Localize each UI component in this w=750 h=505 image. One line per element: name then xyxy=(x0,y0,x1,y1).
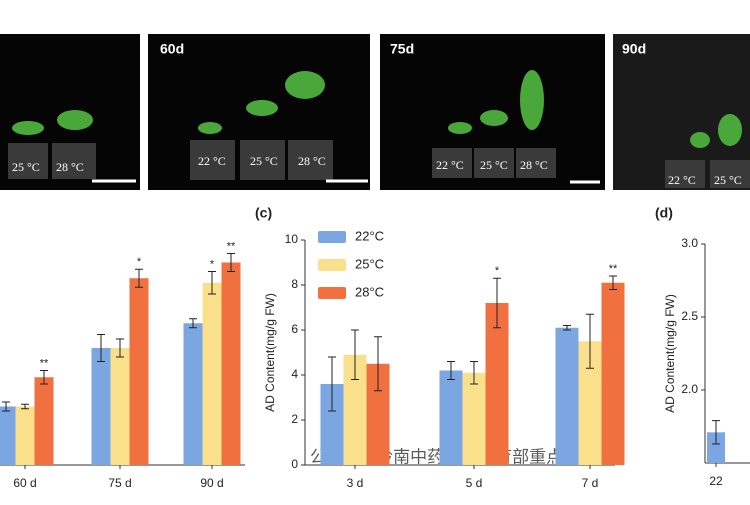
temp-label: 25 °C xyxy=(480,158,508,172)
bar xyxy=(320,384,344,465)
legend-label: 25°C xyxy=(355,256,384,271)
error-bar xyxy=(208,271,216,295)
x-tick-label: 5 d xyxy=(466,476,483,490)
error-bar xyxy=(563,325,571,331)
bar xyxy=(485,303,509,465)
x-tick-label: 3 d xyxy=(347,476,364,490)
error-bar xyxy=(447,361,455,380)
legend-swatch xyxy=(318,259,346,271)
error-bar xyxy=(493,277,501,329)
error-bar xyxy=(470,361,478,385)
x-tick-label: 60 d xyxy=(13,476,36,490)
significance: ** xyxy=(609,263,618,275)
bar xyxy=(202,282,222,465)
photo-row: 60d 75d 90d 25 °C 28 °C 22 °C 25 °C 28 °… xyxy=(0,34,750,190)
bar xyxy=(366,363,390,465)
pots xyxy=(8,140,750,188)
y-tick-label: 2.0 xyxy=(681,382,698,396)
y-tick-label: 6 xyxy=(291,322,298,336)
bar xyxy=(439,370,463,465)
panel-label: (d) xyxy=(655,205,673,221)
error-bar xyxy=(135,268,143,288)
y-axis-title: AD Content(mg/g FW) xyxy=(263,293,277,412)
bar xyxy=(221,262,241,465)
error-bar xyxy=(712,420,720,445)
significance: ** xyxy=(227,240,236,252)
temp-label: 28 °C xyxy=(520,158,548,172)
error-bar xyxy=(609,275,617,290)
temp-label: 22 °C xyxy=(436,158,464,172)
temp-label: 22 °C xyxy=(668,173,696,187)
error-bar xyxy=(586,313,594,369)
error-bar xyxy=(374,336,382,392)
error-bar xyxy=(21,403,29,410)
significance: * xyxy=(137,256,142,268)
photo-label: 90d xyxy=(622,41,646,57)
photo-label: 60d xyxy=(160,41,184,57)
error-bar xyxy=(351,329,359,380)
legend-label: 22°C xyxy=(355,228,384,243)
temp-label: 22 °C xyxy=(198,154,226,168)
x-tick-label: 75 d xyxy=(108,476,131,490)
significance: * xyxy=(210,258,215,270)
y-axis-title: AD Content(mg/g FW) xyxy=(663,294,677,413)
bar xyxy=(601,282,625,465)
temp-label: 25 °C xyxy=(714,173,742,187)
bar xyxy=(707,432,725,463)
bar xyxy=(578,341,602,465)
y-tick-label: 4 xyxy=(291,367,298,381)
legend-swatch xyxy=(318,287,346,299)
error-bar xyxy=(189,318,197,329)
error-bar xyxy=(97,334,105,362)
y-tick-label: 2 xyxy=(291,412,298,426)
y-tick-label: 3.0 xyxy=(681,236,698,250)
x-tick-label: 90 d xyxy=(200,476,223,490)
bar xyxy=(129,278,149,465)
bar xyxy=(555,327,579,465)
bar xyxy=(34,377,54,465)
bar xyxy=(343,354,367,465)
error-bar xyxy=(40,370,48,385)
y-tick-label: 2.5 xyxy=(681,309,698,323)
error-bar xyxy=(227,253,235,272)
y-tick-label: 8 xyxy=(291,277,298,291)
error-bar xyxy=(2,401,10,412)
panel-label: (c) xyxy=(255,205,272,221)
significance: ** xyxy=(40,357,49,369)
y-tick-label: 10 xyxy=(285,232,299,246)
temp-label: 25 °C xyxy=(250,154,278,168)
temp-label: 25 °C xyxy=(12,160,40,174)
x-tick-label: 22 xyxy=(709,474,723,488)
temp-label: 28 °C xyxy=(56,160,84,174)
photo-label: 75d xyxy=(390,41,414,57)
legend-swatch xyxy=(318,231,346,243)
bar xyxy=(0,406,16,465)
bar xyxy=(462,372,486,465)
bar xyxy=(110,348,130,465)
scale-bars xyxy=(92,179,600,184)
temp-label: 28 °C xyxy=(298,154,326,168)
x-tick-label: 7 d xyxy=(582,476,599,490)
bar xyxy=(183,323,203,465)
error-bar xyxy=(328,356,336,412)
error-bar xyxy=(116,338,124,358)
y-tick-label: 0 xyxy=(291,457,298,471)
bar xyxy=(15,406,35,465)
significance: * xyxy=(495,265,500,277)
bar xyxy=(91,348,111,465)
legend-label: 28°C xyxy=(355,284,384,299)
plants xyxy=(12,70,742,148)
